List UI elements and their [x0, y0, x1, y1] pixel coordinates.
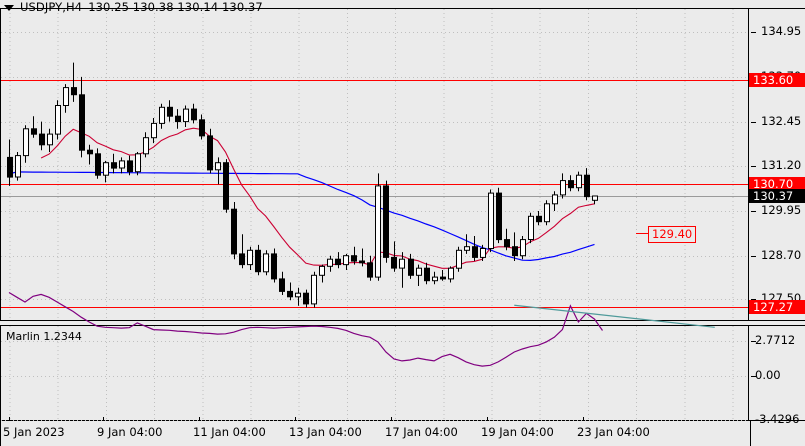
price-chart-pane[interactable]: [0, 8, 749, 321]
chart-header: USDJPY,H4 130.25 130.38 130.14 130.37: [4, 0, 263, 15]
indicator-tick-label: 2.7712: [755, 332, 796, 347]
price-tick-label: 131.20: [761, 158, 802, 173]
indicator-tick-label: -3.4296: [755, 412, 800, 426]
indicator-axis[interactable]: 2.7712 0.00 -3.4296: [749, 325, 805, 425]
indicator-pane-marlin[interactable]: [0, 291, 749, 421]
time-tick-mark: [199, 417, 200, 421]
time-tick-mark: [9, 417, 10, 421]
time-axis-label: 17 Jan 04:00: [385, 425, 458, 439]
ohlc-values: 130.25 130.38 130.14 130.37: [88, 0, 263, 14]
price-tick-mark: [751, 255, 756, 257]
price-tick-label: 132.45: [761, 113, 802, 128]
indicator-tick-mark: [751, 420, 756, 421]
price-label-leader-line: [636, 233, 648, 234]
price-flag-130-70[interactable]: 130.70: [749, 177, 805, 192]
price-tick-label: 127.50: [761, 290, 802, 305]
time-axis-label: 11 Jan 04:00: [193, 425, 266, 439]
price-tick-mark: [751, 298, 756, 300]
symbol-timeframe-label: USDJPY,H4: [20, 0, 83, 14]
price-tick-label: 128.70: [761, 247, 802, 262]
indicator-tick-mark: [751, 340, 756, 342]
price-flag-127-27[interactable]: 127.27: [749, 299, 805, 314]
indicator-tick-label: 0.00: [755, 368, 781, 383]
price-flag-133-60[interactable]: 133.60: [749, 73, 805, 88]
indicator-canvas: [1, 291, 748, 421]
price-flag-130-37[interactable]: 130.37: [749, 188, 805, 203]
time-tick-mark: [583, 417, 584, 421]
time-axis-label: 13 Jan 04:00: [289, 425, 362, 439]
indicator-tick-mark: [751, 376, 756, 378]
time-axis-label: 5 Jan 2023: [3, 425, 65, 439]
price-tick-mark: [751, 32, 756, 34]
price-tick-mark: [751, 166, 756, 168]
chevron-down-icon[interactable]: [4, 4, 14, 11]
price-chart-canvas: [1, 9, 748, 320]
price-tick-label: 129.95: [761, 202, 802, 217]
time-axis[interactable]: 5 Jan 2023 9 Jan 04:00 11 Jan 04:00 13 Jan …: [0, 417, 751, 446]
price-axis[interactable]: 134.95133.70132.45131.20129.95128.70127.…: [749, 8, 805, 321]
time-tick-mark: [295, 417, 296, 421]
price-tick-mark: [751, 210, 756, 212]
price-label-129-40[interactable]: 129.40: [648, 226, 697, 243]
price-tick-mark: [751, 121, 756, 123]
indicator-label: Marlin 1.2344: [6, 330, 82, 343]
time-axis-label: 9 Jan 04:00: [97, 425, 163, 439]
time-axis-label: 19 Jan 04:00: [481, 425, 554, 439]
time-tick-mark: [103, 417, 104, 421]
time-axis-label: 23 Jan 04:00: [577, 425, 650, 439]
time-tick-mark: [391, 417, 392, 421]
price-tick-label: 134.95: [761, 24, 802, 39]
time-tick-mark: [487, 417, 488, 421]
